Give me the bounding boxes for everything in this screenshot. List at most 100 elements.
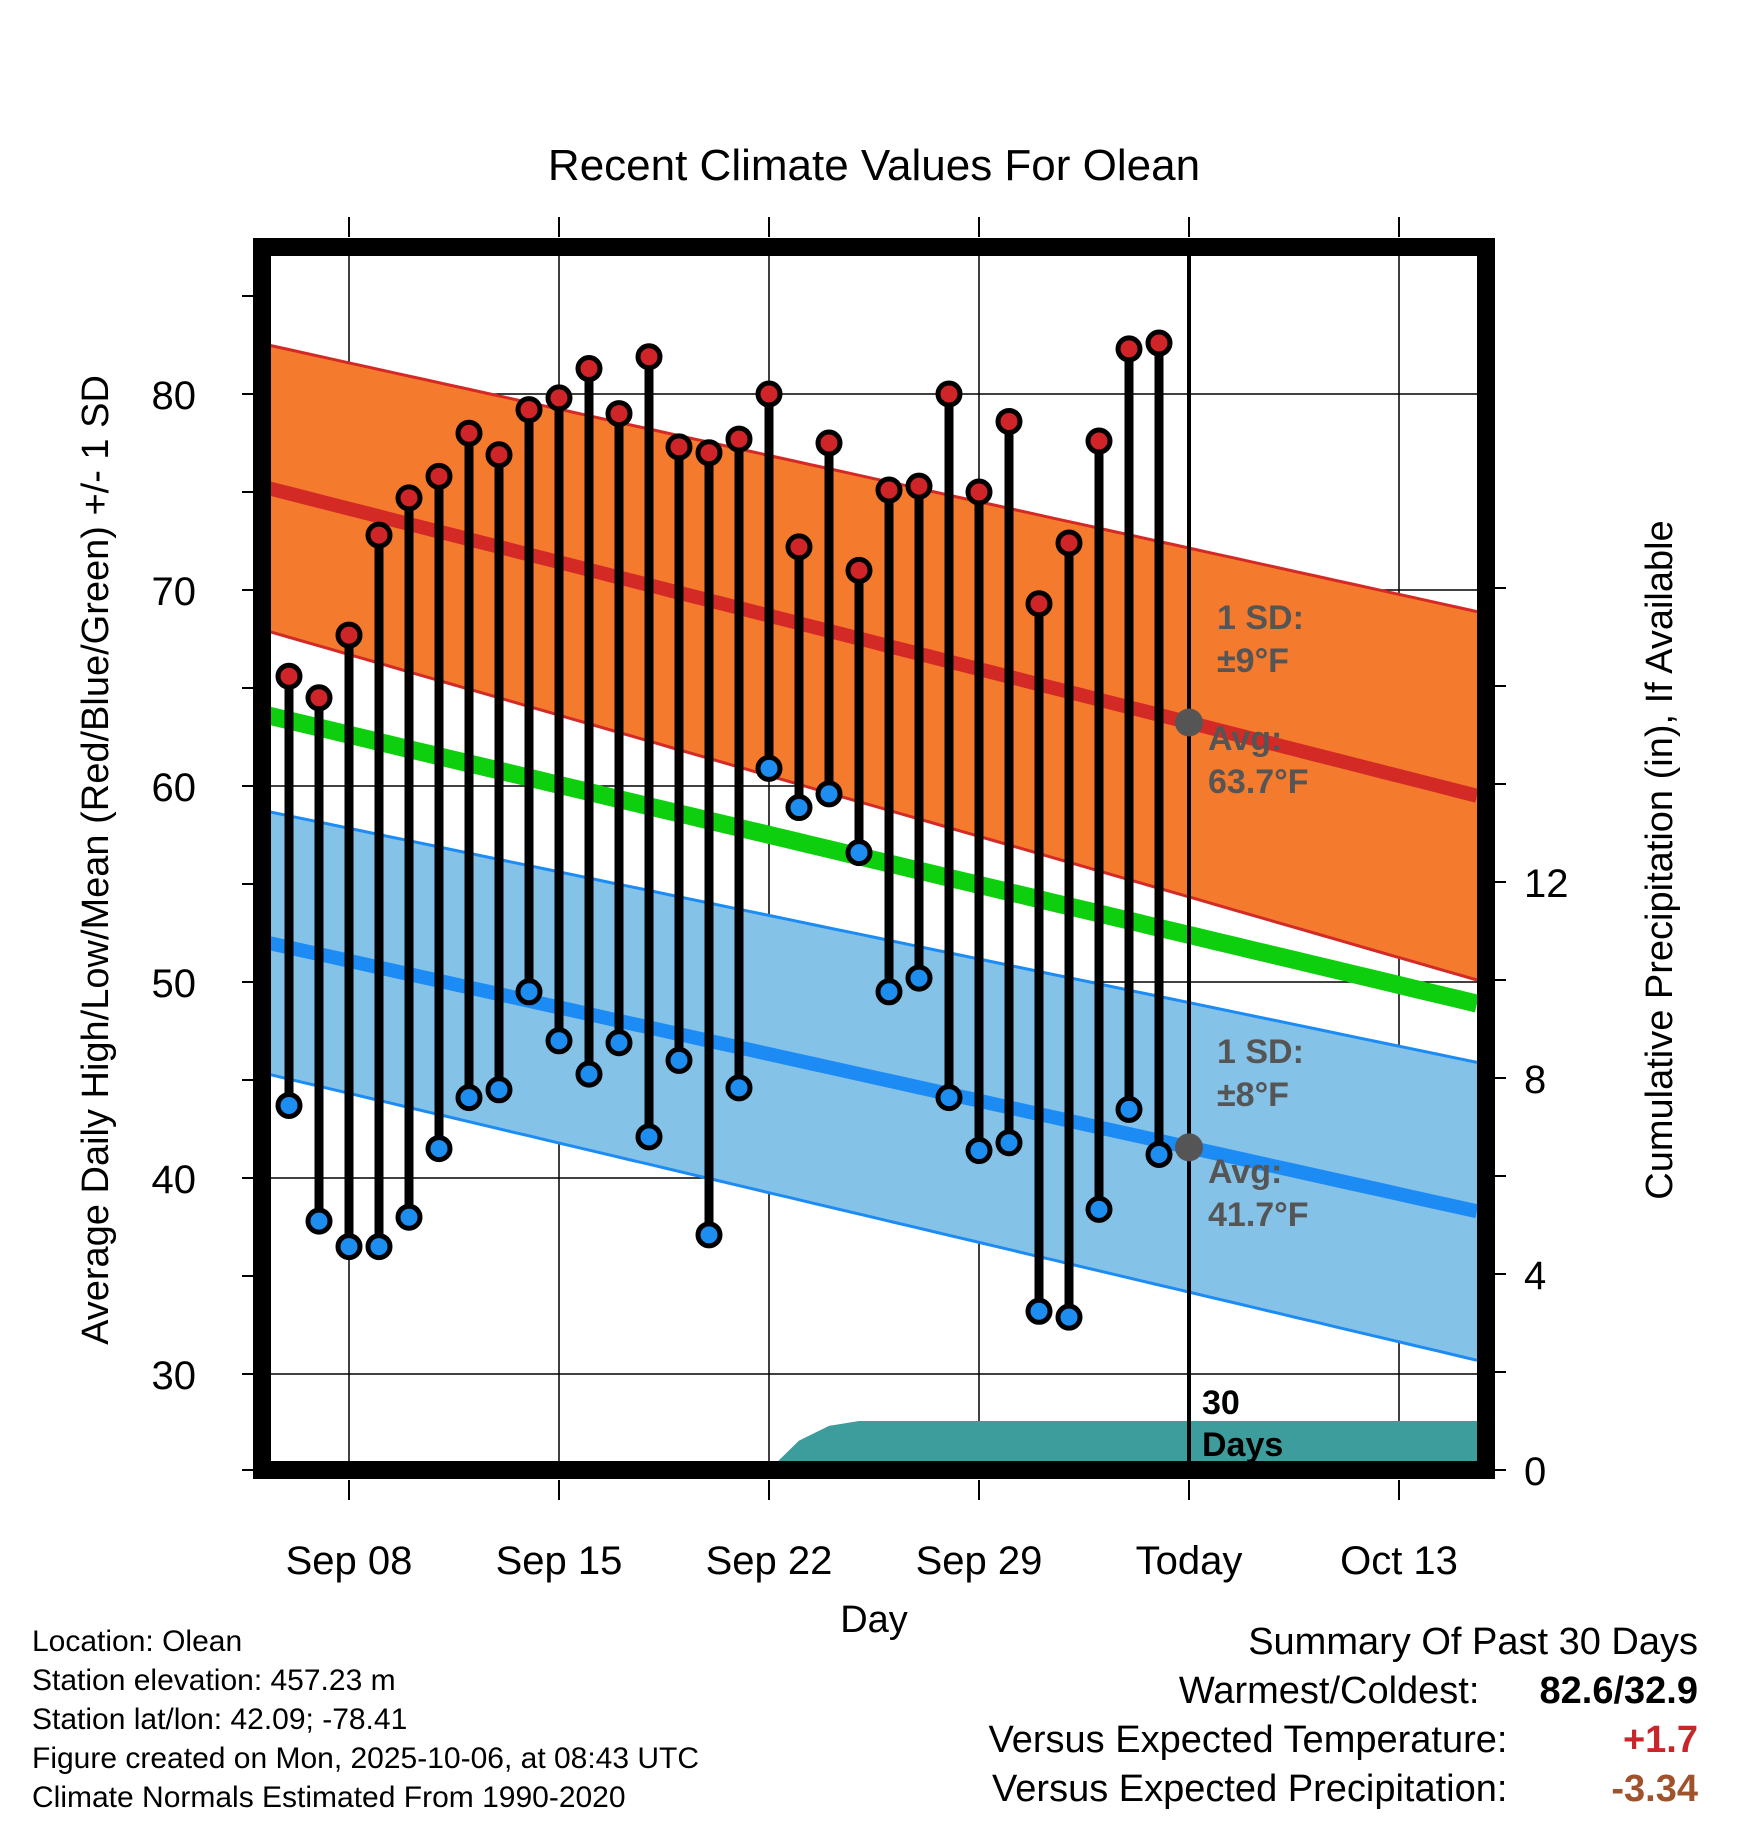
summary-panel: Summary Of Past 30 Days Warmest/Coldest:…	[989, 1618, 1698, 1814]
observed-high-point	[365, 521, 393, 549]
low-sd-value: ±8°F	[1217, 1076, 1289, 1114]
x-tick-label: Sep 15	[496, 1539, 623, 1583]
normal-high-band	[268, 345, 1477, 980]
observed-high-point	[275, 662, 303, 690]
observed-low-point	[665, 1046, 693, 1074]
observed-high-point	[1025, 590, 1053, 618]
observed-low-point	[695, 1221, 723, 1249]
high-avg-label: Avg:	[1208, 720, 1282, 758]
temp-label: Versus Expected Temperature:	[988, 1719, 1508, 1761]
low-avg-value: 41.7°F	[1208, 1196, 1309, 1234]
x-axis-label: Day	[840, 1599, 908, 1641]
today-low-avg-marker	[1175, 1133, 1203, 1162]
observed-high-point	[695, 439, 723, 467]
precip-row: Versus Expected Precipitation: -3.34	[989, 1765, 1698, 1814]
y-tick-label: 30	[152, 1354, 197, 1398]
observed-low-point	[365, 1233, 393, 1261]
observed-low-point	[305, 1207, 333, 1235]
observed-low-point	[575, 1060, 603, 1088]
y2-tick-label: 8	[1524, 1058, 1546, 1102]
warmest-label: Warmest/Coldest:	[1178, 1670, 1480, 1712]
plot-area	[262, 247, 1486, 1470]
observed-high-point	[875, 476, 903, 504]
observed-low-point	[1145, 1140, 1173, 1168]
observed-low-point	[1025, 1297, 1053, 1325]
chart-title: Recent Climate Values For Olean	[548, 141, 1200, 190]
observed-low-point	[635, 1123, 663, 1151]
observed-high-point	[545, 384, 573, 412]
observed-low-point	[335, 1233, 363, 1261]
precipitation-area	[769, 1421, 1477, 1470]
window-label-days: Days	[1202, 1426, 1283, 1464]
observed-high-point	[575, 355, 603, 383]
observed-low-point	[785, 794, 813, 822]
y-tick-label: 50	[152, 962, 197, 1006]
created-text: Figure created on Mon, 2025-10-06, at 08…	[32, 1742, 700, 1775]
observed-high-point	[485, 441, 513, 469]
y-tick-label: 60	[152, 766, 197, 810]
today-high-avg-marker	[1175, 708, 1203, 737]
observed-low-point	[725, 1074, 753, 1102]
y-tick-label: 80	[152, 374, 197, 418]
observed-low-point	[995, 1129, 1023, 1157]
x-tick-label: Sep 29	[916, 1539, 1043, 1583]
observed-low-point	[1115, 1095, 1143, 1123]
observed-low-point	[425, 1135, 453, 1163]
observed-low-point	[1085, 1195, 1113, 1223]
y2-axis-label: Cumulative Precipitation (in), If Availa…	[1639, 520, 1681, 1199]
y-tick-label: 40	[152, 1158, 197, 1202]
observed-low-point	[845, 839, 873, 867]
observed-high-point	[935, 380, 963, 408]
y-axis-label: Average Daily High/Low/Mean (Red/Blue/Gr…	[75, 375, 117, 1345]
high-avg-value: 63.7°F	[1208, 763, 1309, 801]
observed-high-point	[995, 407, 1023, 435]
precip-label: Versus Expected Precipitation:	[992, 1768, 1508, 1810]
observed-low-point	[1055, 1303, 1083, 1331]
observed-low-point	[485, 1076, 513, 1104]
observed-low-point	[875, 978, 903, 1006]
x-tick-label: Sep 22	[706, 1539, 833, 1583]
axes: 30 40 50 60 70 80 0 4 8 12 Sep 08 Sep 15 Sep 22 Sep 2…	[152, 217, 1569, 1583]
observed-high-point	[905, 472, 933, 500]
observed-high-point	[635, 343, 663, 371]
x-tick-label: Sep 08	[286, 1539, 413, 1583]
observed-high-point	[785, 533, 813, 561]
observed-high-point	[665, 433, 693, 461]
observed-high-point	[305, 684, 333, 712]
observed-low-point	[605, 1029, 633, 1057]
low-avg-label: Avg:	[1208, 1153, 1282, 1191]
observed-high-point	[1085, 427, 1113, 455]
observed-low-point	[395, 1203, 423, 1231]
normals-text: Climate Normals Estimated From 1990-2020	[32, 1781, 626, 1814]
y-tick-label: 70	[152, 570, 197, 614]
y2-tick-label: 4	[1524, 1254, 1546, 1298]
low-sd-label: 1 SD:	[1217, 1033, 1304, 1071]
observed-low-point	[545, 1027, 573, 1055]
summary-title: Summary Of Past 30 Days	[1248, 1621, 1698, 1663]
normal-low-band	[268, 811, 1477, 1361]
warmest-row: Warmest/Coldest: 82.6/32.9	[989, 1667, 1698, 1716]
normal-high-band-upper-edge	[267, 343, 1478, 614]
observed-low-point	[935, 1084, 963, 1112]
station-info: Location: Olean Station elevation: 457.2…	[32, 1622, 699, 1817]
observed-low-point	[905, 964, 933, 992]
x-tick-label: Today	[1136, 1539, 1243, 1583]
window-label-number: 30	[1202, 1384, 1240, 1422]
observed-low-point	[755, 754, 783, 782]
observed-low-point	[815, 780, 843, 808]
temp-value: +1.7	[1622, 1719, 1698, 1761]
observed-low-point	[275, 1091, 303, 1119]
observed-high-point	[455, 419, 483, 447]
latlon-text: Station lat/lon: 42.09; -78.41	[32, 1703, 408, 1736]
elevation-text: Station elevation: 457.23 m	[32, 1664, 396, 1697]
plot-content	[262, 247, 1486, 1470]
location-text: Location: Olean	[32, 1625, 243, 1658]
observed-low-point	[455, 1084, 483, 1112]
observed-high-point	[965, 478, 993, 506]
observed-high-point	[815, 429, 843, 457]
observed-low-point	[515, 978, 543, 1006]
observed-high-point	[335, 621, 363, 649]
observed-high-point	[725, 425, 753, 453]
observed-high-point	[395, 484, 423, 512]
